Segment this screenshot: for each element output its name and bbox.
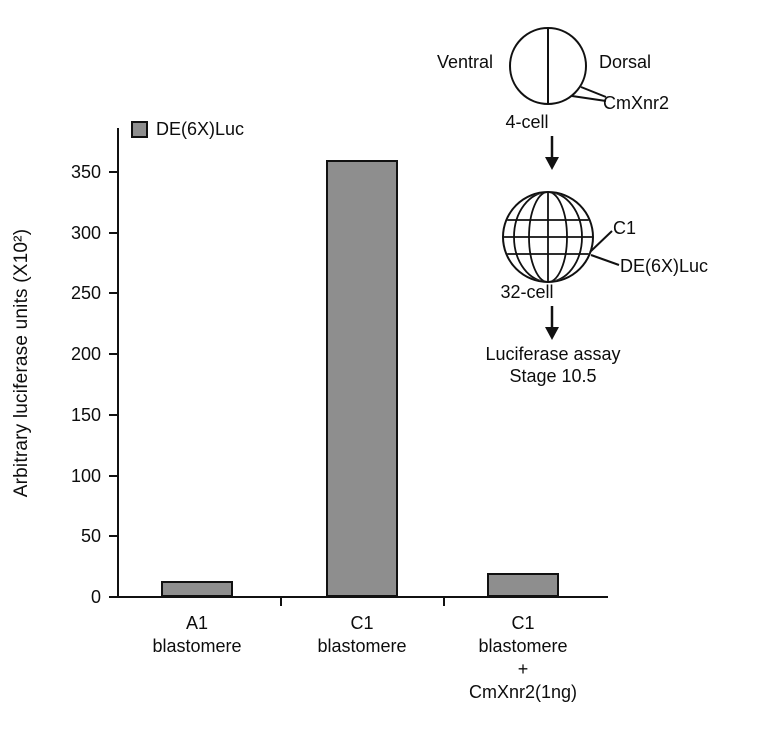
y-tick-label: 0 — [90, 587, 101, 607]
y-tick-mark — [109, 231, 117, 234]
bar-3 — [487, 573, 559, 597]
reporter-label: DE(6X)Luc — [620, 256, 709, 276]
dorsal-label: Dorsal — [599, 52, 652, 72]
down-arrow-head — [545, 327, 559, 340]
x-category-line: C1 — [350, 613, 374, 633]
x-category-line: blastomere — [152, 636, 242, 656]
x-category-line: blastomere — [478, 636, 568, 656]
y-axis-label: Arbitrary luciferase units (X10²) — [11, 228, 32, 498]
injected-rna-label: CmXnr2 — [603, 93, 670, 113]
y-tick-mark — [109, 474, 117, 477]
cell-grid — [504, 193, 592, 281]
legend-label: DE(6X)Luc — [156, 119, 245, 139]
y-tick-label: 50 — [80, 526, 101, 547]
cmxnr2-leader-line — [580, 86, 607, 98]
assay-label-line1: Luciferase assay — [485, 344, 621, 364]
y-tick-mark — [109, 292, 117, 295]
legend: DE(6X)Luc — [131, 119, 244, 140]
y-tick-label: 100 — [70, 465, 101, 486]
x-category-label: C1 blastomere + CmXnr2(1ng) — [433, 612, 613, 704]
y-axis — [117, 128, 119, 598]
ventral-label: Ventral — [436, 52, 493, 72]
y-tick-mark — [109, 353, 117, 355]
y-tick-label: 300 — [70, 222, 101, 243]
y-tick-label: 200 — [70, 344, 101, 364]
x-category-line: C1 — [511, 613, 535, 633]
x-category-line: CmXnr2(1ng) — [468, 682, 578, 702]
assay-label-line2: Stage 10.5 — [509, 366, 597, 386]
y-tick-mark — [109, 596, 117, 598]
x-tick-mark — [280, 598, 282, 606]
down-arrow-head — [545, 157, 559, 170]
x-category-label: C1 blastomere — [272, 612, 452, 658]
bar-2 — [326, 160, 398, 597]
y-tick-mark — [109, 170, 117, 173]
stage-32cell-label: 32-cell — [500, 282, 554, 302]
reporter-leader-line — [590, 254, 620, 266]
x-category-line: + — [517, 659, 529, 679]
bar-1 — [161, 581, 233, 597]
legend-swatch — [131, 121, 148, 138]
y-tick-mark — [109, 413, 117, 416]
x-category-line: blastomere — [317, 636, 407, 656]
y-tick-label: 250 — [70, 283, 101, 304]
y-tick-mark — [109, 535, 117, 538]
x-category-line: A1 — [185, 613, 209, 633]
stage-4cell-label: 4-cell — [505, 112, 549, 132]
x-category-label: A1 blastomere — [107, 612, 287, 658]
cmxnr2-leader-line — [571, 95, 607, 102]
embryo-diagram — [502, 27, 620, 340]
y-tick-label: 150 — [70, 404, 101, 425]
x-axis — [117, 596, 608, 598]
c1-blastomere-label: C1 — [613, 218, 637, 238]
c1-leader-line — [589, 230, 613, 253]
y-tick-label: 350 — [70, 161, 101, 182]
x-tick-mark — [443, 598, 445, 606]
